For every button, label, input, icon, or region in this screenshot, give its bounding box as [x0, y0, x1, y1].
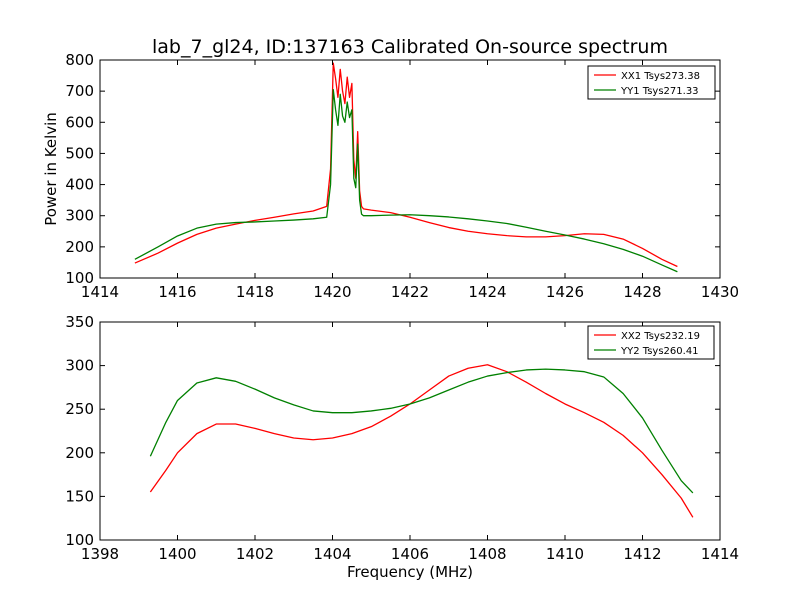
x-tick-label: 1410	[546, 545, 584, 563]
x-tick-label: 1422	[391, 283, 429, 301]
x-tick-label: 1400	[158, 545, 196, 563]
y-tick-label: 200	[65, 444, 94, 462]
legend-label: XX2 Tsys232.19	[621, 331, 700, 342]
x-tick-label: 1420	[313, 283, 351, 301]
legend-label: YY2 Tsys260.41	[620, 346, 699, 357]
y-tick-label: 700	[65, 82, 94, 100]
x-tick-label: 1402	[236, 545, 274, 563]
y-tick-label: 300	[65, 207, 94, 225]
x-tick-label: 1412	[623, 545, 661, 563]
legend-label: XX1 Tsys273.38	[621, 71, 700, 82]
series-line-yy	[134, 88, 678, 273]
y-tick-label: 200	[65, 238, 94, 256]
x-tick-label: 1418	[236, 283, 274, 301]
top-subplot: 1414 1416 1418 1420 1422 1424 1426 1428 1430 100 2…	[42, 51, 739, 301]
legend-label: YY1 Tsys271.33	[620, 86, 699, 97]
figure-title: lab_7_gl24, ID:137163 Calibrated On-sour…	[152, 36, 668, 58]
y-tick-label: 100	[65, 531, 94, 549]
y-axis-label: Power in Kelvin	[42, 112, 60, 226]
legend: XX1 Tsys273.38 YY1 Tsys271.33	[587, 65, 716, 100]
x-tick-label: 1428	[623, 283, 661, 301]
x-tick-label: 1416	[158, 283, 196, 301]
x-tick-label: 1424	[468, 283, 506, 301]
x-tick-label: 1404	[313, 545, 351, 563]
y-tick-label: 800	[65, 51, 94, 69]
legend-box	[587, 65, 716, 100]
x-axis-label: Frequency (MHz)	[347, 563, 473, 581]
y-tick-label: 300	[65, 357, 94, 375]
x-tick-label: 1406	[391, 545, 429, 563]
x-tick-label: 1414	[701, 545, 739, 563]
y-tick-label: 100	[65, 269, 94, 287]
legend: XX2 Tsys232.19 YY2 Tsys260.41	[587, 325, 715, 360]
series-group	[134, 62, 678, 273]
y-tick-label: 150	[65, 487, 94, 505]
y-tick-label: 600	[65, 113, 94, 131]
y-tick-label: 250	[65, 400, 94, 418]
bottom-subplot: 1398 1400 1402 1404 1406 1408 1410 1412 1414 100 1…	[65, 313, 739, 581]
y-tick-label: 350	[65, 313, 94, 331]
legend-box	[587, 325, 715, 360]
y-tick-label: 400	[65, 176, 94, 194]
x-tick-label: 1398	[81, 545, 119, 563]
x-tick-label: 1414	[81, 283, 119, 301]
y-tick-label: 500	[65, 144, 94, 162]
series-line-yy	[149, 368, 694, 494]
series-line-xx	[149, 364, 694, 518]
x-tick-label: 1426	[546, 283, 584, 301]
x-tick-label: 1430	[701, 283, 739, 301]
x-tick-label: 1408	[468, 545, 506, 563]
series-group	[149, 364, 694, 518]
